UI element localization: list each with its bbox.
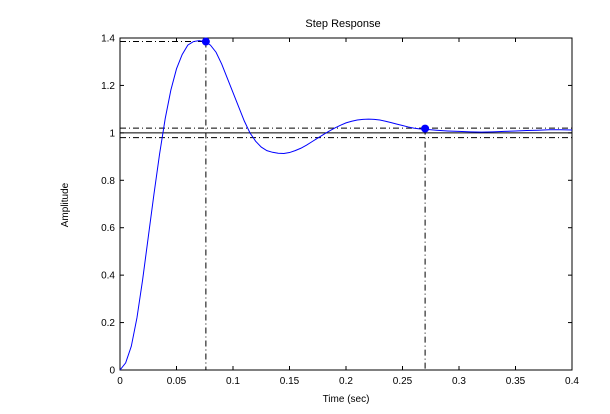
x-tick-label: 0.1 <box>226 376 240 387</box>
x-tick-label: 0 <box>117 376 123 387</box>
y-tick-label: 0 <box>109 366 115 377</box>
peak-marker <box>201 37 210 46</box>
y-tick-label: 1.2 <box>101 81 115 92</box>
x-tick-label: 0.4 <box>565 376 579 387</box>
plot-area: 0 0.05 0.1 0.15 0.2 0.25 0.3 0.35 0.4 0 0.2 0.4 0.6 0… <box>101 34 579 388</box>
x-tick-label: 0.3 <box>452 376 466 387</box>
x-axis-label: Time (sec) <box>323 394 370 405</box>
x-tick-label: 0.2 <box>339 376 353 387</box>
y-tick-label: 0.4 <box>101 271 115 282</box>
y-tick-label: 0.2 <box>101 318 115 329</box>
chart-title: Step Response <box>305 18 380 30</box>
x-tick-label: 0.35 <box>506 376 526 387</box>
x-tick-label: 0.05 <box>167 376 187 387</box>
y-tick-label: 0.6 <box>101 223 115 234</box>
settling-marker <box>421 124 430 133</box>
x-tick-label: 0.15 <box>280 376 300 387</box>
y-tick-label: 1.4 <box>101 34 115 45</box>
y-tick-label: 1 <box>109 128 115 139</box>
x-tick-label: 0.25 <box>393 376 413 387</box>
step-response-line <box>119 40 573 371</box>
y-tick-label: 0.8 <box>101 176 115 187</box>
y-axis-label: Amplitude <box>60 182 71 227</box>
